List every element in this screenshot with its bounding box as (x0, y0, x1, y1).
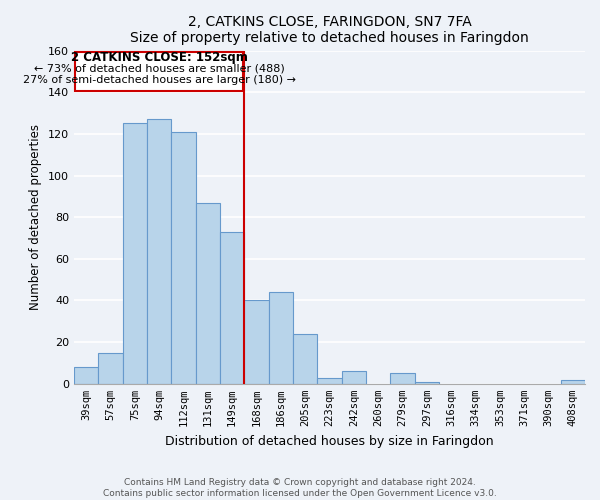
Bar (122, 124, 147, 384)
Y-axis label: Number of detached properties: Number of detached properties (29, 124, 43, 310)
Bar (172, 132, 196, 384)
Bar (147, 120, 172, 384)
Bar (269, 292, 293, 384)
Text: 2 CATKINS CLOSE: 152sqm: 2 CATKINS CLOSE: 152sqm (71, 52, 248, 64)
Title: 2, CATKINS CLOSE, FARINGDON, SN7 7FA
Size of property relative to detached house: 2, CATKINS CLOSE, FARINGDON, SN7 7FA Siz… (130, 15, 529, 45)
X-axis label: Distribution of detached houses by size in Faringdon: Distribution of detached houses by size … (165, 434, 494, 448)
Bar (196, 202, 220, 384)
Bar (317, 378, 341, 384)
Bar (293, 334, 317, 384)
Bar (391, 374, 415, 384)
Bar (415, 382, 439, 384)
Bar (98, 352, 122, 384)
FancyBboxPatch shape (75, 52, 243, 91)
Text: ← 73% of detached houses are smaller (488): ← 73% of detached houses are smaller (48… (34, 63, 284, 73)
Bar (341, 372, 366, 384)
Text: 27% of semi-detached houses are larger (180) →: 27% of semi-detached houses are larger (… (23, 74, 296, 85)
Bar (220, 232, 244, 384)
Bar (244, 300, 269, 384)
Bar (74, 367, 98, 384)
Bar (560, 380, 585, 384)
Text: Contains HM Land Registry data © Crown copyright and database right 2024.
Contai: Contains HM Land Registry data © Crown c… (103, 478, 497, 498)
